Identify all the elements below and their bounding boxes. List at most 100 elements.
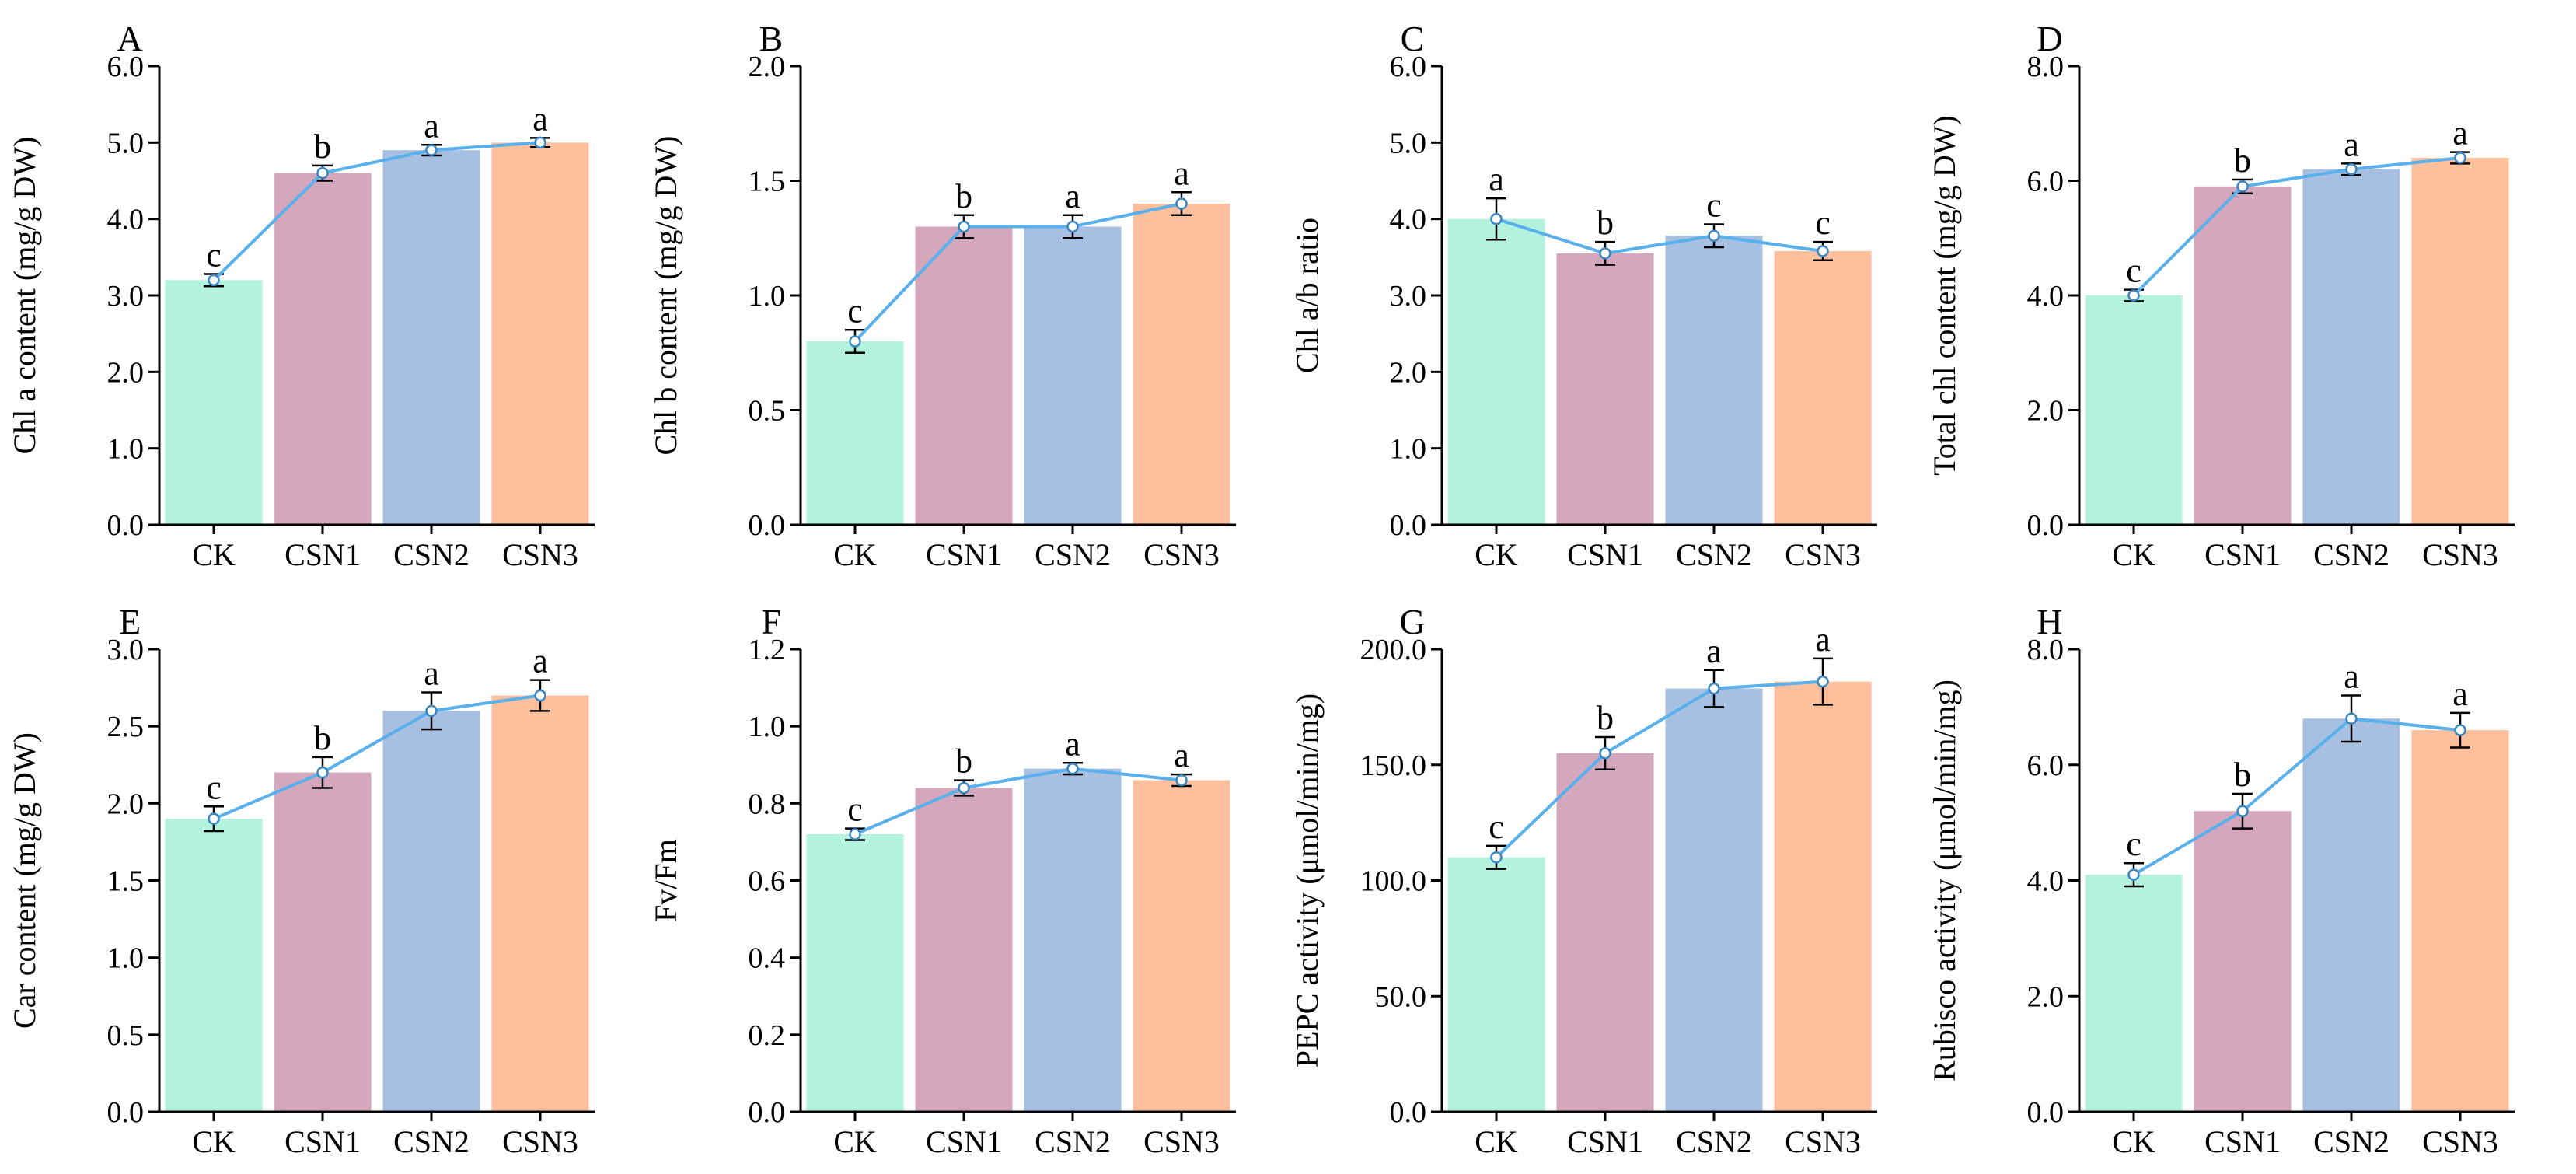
y-axis-label: Chl b content (mg/g DW) (648, 135, 683, 455)
y-tick-label: 0.0 (107, 509, 145, 542)
y-tick-label: 4.0 (2027, 280, 2065, 313)
x-tick-label: CSN3 (2422, 537, 2498, 572)
x-tick-label: CSN2 (1676, 537, 1752, 572)
panel-h: Hc b a a 0.0 2.0 4.0 6.0 8.0 CK CSN1 CSN2 CSN3 Rubisc… (1927, 602, 2515, 1159)
y-tick-label: 50.0 (1375, 980, 1427, 1013)
y-tick-label: 0.4 (749, 942, 786, 975)
y-tick-label: 0.6 (749, 865, 786, 898)
y-tick-label: 1.0 (749, 280, 786, 313)
x-tick-label: CSN2 (1035, 537, 1111, 572)
x-tick-label: CSN3 (1785, 1124, 1861, 1159)
bar-csn3 (2411, 158, 2509, 525)
x-tick-label: CSN3 (2422, 1124, 2498, 1159)
x-tick-label: CSN2 (1035, 1124, 1111, 1159)
y-axis-label: Car content (mg/g DW) (7, 732, 42, 1029)
bar-csn1 (1556, 753, 1654, 1112)
y-tick-label: 2.0 (1390, 356, 1427, 389)
data-point (2454, 724, 2466, 736)
data-point (849, 828, 861, 840)
significance-letter: c (2126, 825, 2141, 863)
bar-csn1 (915, 226, 1013, 525)
y-axis-label: Fv/Fm (648, 839, 683, 922)
significance-letter: a (1065, 725, 1080, 763)
data-point (958, 781, 970, 795)
significance-letter: a (1174, 736, 1189, 774)
significance-letter: c (847, 292, 863, 330)
data-point (425, 704, 438, 718)
y-tick-label: 1.5 (749, 166, 786, 198)
y-tick-label: 3.0 (1390, 280, 1427, 313)
y-tick-label: 0.5 (107, 1019, 145, 1052)
y-tick-label: 0.0 (2027, 1096, 2065, 1129)
bar-csn3 (1133, 204, 1230, 525)
y-tick-label: 0.0 (1390, 509, 1427, 542)
data-point (208, 812, 220, 825)
significance-letter: b (314, 719, 331, 757)
data-point (2127, 868, 2140, 881)
y-axis-label: Rubisco activity (μmol/min/mg) (1927, 680, 1962, 1081)
data-point (2345, 163, 2358, 176)
y-tick-label: 1.0 (107, 433, 145, 466)
y-tick-label: 100.0 (1360, 865, 1427, 898)
bar-csn2 (1024, 226, 1122, 525)
significance-letter: c (206, 768, 222, 806)
significance-letter: b (2234, 756, 2251, 794)
panel-letter: A (117, 19, 142, 58)
x-tick-label: CK (833, 537, 877, 572)
bar-csn1 (274, 772, 372, 1112)
bar-ck (165, 819, 263, 1112)
bar-ck (2085, 875, 2183, 1112)
panel-d: Dc b a a 0.0 2.0 4.0 6.0 8.0 CK CSN1 CSN2 CSN3 Total … (1927, 19, 2515, 572)
panel-letter: C (1401, 19, 1425, 58)
data-point (1599, 247, 1611, 260)
significance-letter: c (1706, 187, 1722, 225)
significance-letter: a (2452, 114, 2468, 152)
significance-letter: c (2126, 252, 2141, 290)
data-point (1066, 762, 1079, 775)
y-tick-label: 0.2 (749, 1019, 786, 1052)
significance-letter: a (2452, 675, 2468, 713)
y-tick-label: 8.0 (2027, 51, 2065, 83)
x-tick-label: CSN3 (502, 537, 578, 572)
panel-letter: D (2037, 19, 2062, 58)
trend-line (2132, 717, 2461, 876)
bar-csn2 (2302, 718, 2400, 1112)
significance-letter: b (955, 742, 972, 781)
x-tick-label: CSN2 (393, 1124, 469, 1159)
y-axis-label: Chl a/b ratio (1290, 218, 1325, 373)
significance-letter: a (1815, 620, 1831, 659)
y-axis-label: Total chl content (mg/g DW) (1927, 115, 1962, 476)
x-tick-label: CK (1475, 1124, 1518, 1159)
y-axis-label: Chl a content (mg/g DW) (7, 137, 42, 455)
bar-csn1 (274, 173, 372, 525)
x-tick-label: CSN3 (1785, 537, 1861, 572)
data-point (1817, 245, 1829, 257)
data-point (1817, 675, 1829, 688)
y-tick-label: 6.0 (1390, 51, 1427, 83)
y-tick-label: 0.0 (107, 1096, 145, 1129)
data-point (1175, 774, 1188, 787)
panel-letter: G (1399, 602, 1425, 641)
y-tick-label: 4.0 (1390, 204, 1427, 236)
significance-letter: a (1489, 160, 1504, 198)
data-point (958, 220, 970, 233)
significance-letter: c (1815, 204, 1831, 242)
data-point (2236, 180, 2249, 193)
y-tick-label: 0.8 (749, 788, 786, 820)
x-tick-label: CSN2 (2313, 537, 2389, 572)
y-tick-label: 1.0 (107, 942, 145, 975)
significance-letter: c (206, 236, 222, 274)
y-axis-label: PEPC activity (μmol/min/mg) (1290, 694, 1325, 1067)
x-tick-label: CK (833, 1124, 877, 1159)
y-tick-label: 0.0 (2027, 509, 2065, 542)
y-tick-label: 3.0 (107, 634, 145, 666)
data-point (316, 766, 329, 779)
significance-letter: a (1065, 177, 1080, 215)
data-point (2454, 152, 2466, 164)
trend-line (853, 202, 1182, 343)
y-tick-label: 3.0 (107, 280, 145, 313)
bar-csn3 (2411, 730, 2509, 1112)
y-tick-label: 1.0 (749, 711, 786, 743)
x-tick-label: CSN1 (284, 537, 361, 572)
significance-letter: b (955, 177, 972, 215)
